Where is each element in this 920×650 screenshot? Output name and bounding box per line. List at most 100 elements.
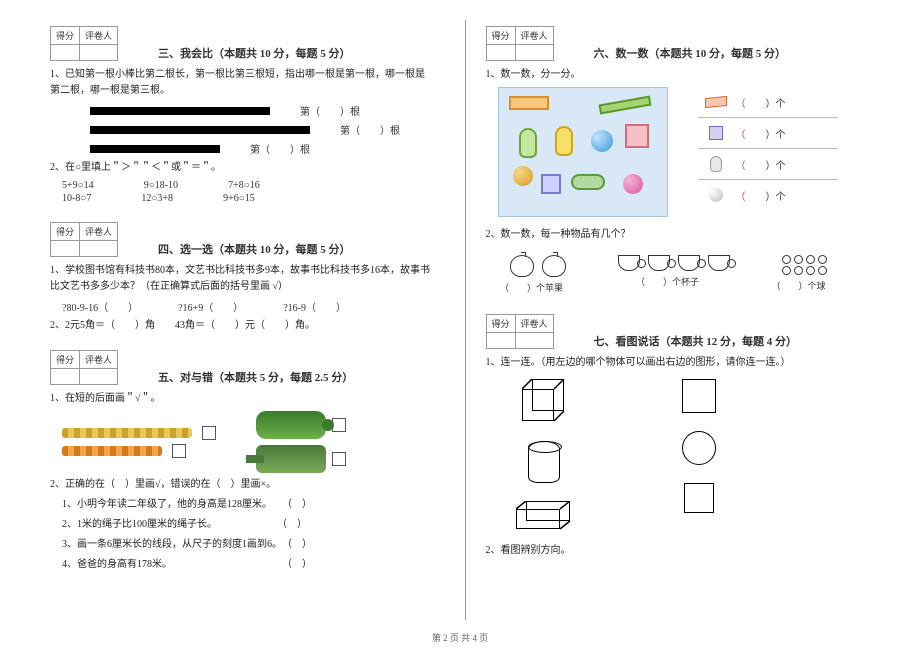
- bar-label-1: 第（ ）根: [300, 103, 360, 118]
- circle-2d: [682, 431, 716, 465]
- section5-title: 五、对与错（本题共 5 分，每题 2.5 分）: [158, 369, 353, 385]
- reviewer-label: 评卷人: [80, 351, 118, 369]
- cmp-3: 10-8○7: [62, 193, 91, 204]
- rope-row-2: [62, 444, 216, 458]
- cmp-row-2: 10-8○7 12○3+8 9+6○15: [62, 193, 435, 204]
- score-label: 得分: [51, 223, 80, 241]
- score-label: 得分: [486, 27, 515, 45]
- opt-1: ?16+9（ ）: [178, 299, 243, 314]
- rope-row-1: [62, 426, 216, 440]
- match-right: [682, 379, 716, 531]
- s7-q1: 1、连一连。（用左边的哪个物体可以画出右边的图形，请你连一连。）: [486, 355, 871, 371]
- rectangle-2d: [684, 483, 714, 513]
- snake-icon: [256, 411, 326, 439]
- section6-header: 得分评卷人 六、数一数（本题共 10 分，每题 5 分）: [486, 20, 871, 61]
- cmp-4: 12○3+8: [141, 193, 173, 204]
- cube-3d: [522, 379, 566, 423]
- ball-group: （ ）个球: [770, 247, 828, 294]
- s5-item-0: 1、小明今年读二年级了，他的身高是128厘米。 （ ）: [62, 497, 435, 513]
- rope-1: [62, 428, 192, 438]
- section4-header: 得分评卷人 四、选一选（本题共 10 分，每题 5 分）: [50, 216, 435, 257]
- shapes-panel: [498, 87, 668, 217]
- square-2d: [682, 379, 716, 413]
- ball-label: （ ）个球: [770, 279, 828, 292]
- cmp-2: 7+8○16: [228, 180, 260, 191]
- count-table: （ ）个 （ ）个 （ ）个 （ ）个: [698, 87, 838, 217]
- score-label: 得分: [51, 27, 80, 45]
- cuboid-3d: [516, 501, 572, 531]
- section6-title: 六、数一数（本题共 10 分，每题 5 分）: [594, 45, 787, 61]
- section5-header: 得分评卷人 五、对与错（本题共 5 分，每题 2.5 分）: [50, 344, 435, 385]
- right-column: 得分评卷人 六、数一数（本题共 10 分，每题 5 分） 1、数一数，分一分。 …: [465, 20, 871, 620]
- s4-q1: 1、学校图书馆有科技书80本，文艺书比科技书多9本，故事书比科技书多16本，故事…: [50, 263, 435, 295]
- rope-2: [62, 446, 162, 456]
- score-label: 得分: [51, 351, 80, 369]
- left-column: 得分评卷人 三、我会比（本题共 10 分，每题 5 分） 1、已知第一根小棒比第…: [50, 20, 465, 620]
- s4-q2: 2、2元5角＝（ ）角 43角＝（ ）元（ ）角。: [50, 318, 435, 334]
- bar-label-2: 第（ ）根: [340, 122, 400, 137]
- cuboid-icon: [705, 96, 727, 108]
- s6-q2: 2、数一数，每一种物品有几个？: [486, 227, 871, 243]
- exam-page: 得分评卷人 三、我会比（本题共 10 分，每题 5 分） 1、已知第一根小棒比第…: [0, 0, 920, 620]
- s3-q1: 1、已知第一根小棒比第二根长，第一根比第三根短，指出哪一根是第一根，哪一根是第二…: [50, 67, 435, 99]
- count-suffix: ）个: [766, 126, 786, 141]
- cmp-5: 9+6○15: [223, 193, 255, 204]
- sphere-icon: [709, 188, 723, 202]
- s5-q2: 2、正确的在（ ）里画√，错误的在（ ）里画×。: [50, 477, 435, 493]
- bar-label-3: 第（ ）根: [250, 141, 310, 156]
- score-box: 得分评卷人: [486, 314, 554, 349]
- cup-icon: [708, 255, 730, 271]
- count-row-cuboid: （ ）个: [698, 87, 838, 118]
- count-row-cylinder: （ ）个: [698, 149, 838, 180]
- reviewer-label: 评卷人: [80, 223, 118, 241]
- balls-icon: [782, 255, 828, 275]
- s5-item-1: 2、1米的绳子比100厘米的绳子长。 （ ）: [62, 517, 435, 533]
- section7-header: 得分评卷人 七、看图说话（本题共 12 分，每题 4 分）: [486, 308, 871, 349]
- checkbox-3[interactable]: [332, 418, 346, 432]
- apple-icon: [542, 255, 566, 277]
- checkbox-2[interactable]: [172, 444, 186, 458]
- section7-title: 七、看图说话（本题共 12 分，每题 4 分）: [594, 333, 798, 349]
- apple-label: （ ）个苹果: [498, 281, 566, 294]
- cylinder-3d: [528, 441, 560, 483]
- cup-group: （ ）个杯子: [606, 247, 730, 294]
- score-box: 得分评卷人: [50, 222, 118, 257]
- checkbox-4[interactable]: [332, 452, 346, 466]
- score-box: 得分评卷人: [486, 26, 554, 61]
- reviewer-label: 评卷人: [80, 27, 118, 45]
- score-box: 得分评卷人: [50, 26, 118, 61]
- s5-q1: 1、在短的后面画＂√＂。: [50, 391, 435, 407]
- cube-icon: [709, 126, 723, 140]
- cylinder-icon: [710, 156, 722, 172]
- bar-row-1: 第（ ）根: [90, 103, 435, 118]
- count-row-sphere: （ ）个: [698, 180, 838, 210]
- cup-icon: [618, 255, 640, 271]
- cmp-1: 9○18-10: [144, 180, 178, 191]
- s7-q2: 2、看图辨别方向。: [486, 543, 871, 559]
- count-suffix: ）个: [766, 95, 786, 110]
- bar-row-2: 第（ ）根: [90, 122, 435, 137]
- checkbox-1[interactable]: [202, 426, 216, 440]
- bar-row-3: 第（ ）根: [90, 141, 435, 156]
- count-suffix: ）个: [766, 157, 786, 172]
- apple-icon: [510, 255, 534, 277]
- count-row-cube: （ ）个: [698, 118, 838, 149]
- page-footer: 第 2 页 共 4 页: [0, 631, 920, 644]
- reviewer-label: 评卷人: [515, 27, 553, 45]
- crocodile-icon: [256, 445, 326, 473]
- cup-icon: [678, 255, 700, 271]
- cmp-row-1: 5+9○14 9○18-10 7+8○16: [62, 180, 435, 191]
- section3-header: 得分评卷人 三、我会比（本题共 10 分，每题 5 分）: [50, 20, 435, 61]
- score-label: 得分: [486, 315, 515, 333]
- s5-item-2: 3、画一条6厘米长的线段，从尺子的刻度1画到6。 （ ）: [62, 537, 435, 553]
- s5-item-3: 4、爸爸的身高有178米。 （ ）: [62, 557, 435, 573]
- score-box: 得分评卷人: [50, 350, 118, 385]
- opt-2: ?16-9（ ）: [283, 299, 346, 314]
- opt-0: ?80-9-16（ ）: [62, 299, 138, 314]
- s6-q1: 1、数一数，分一分。: [486, 67, 871, 83]
- s4-opts: ?80-9-16（ ） ?16+9（ ） ?16-9（ ）: [62, 299, 435, 314]
- apple-group: （ ）个苹果: [498, 247, 566, 294]
- cup-icon: [648, 255, 670, 271]
- matching-area: [516, 379, 871, 531]
- cup-label: （ ）个杯子: [606, 275, 730, 288]
